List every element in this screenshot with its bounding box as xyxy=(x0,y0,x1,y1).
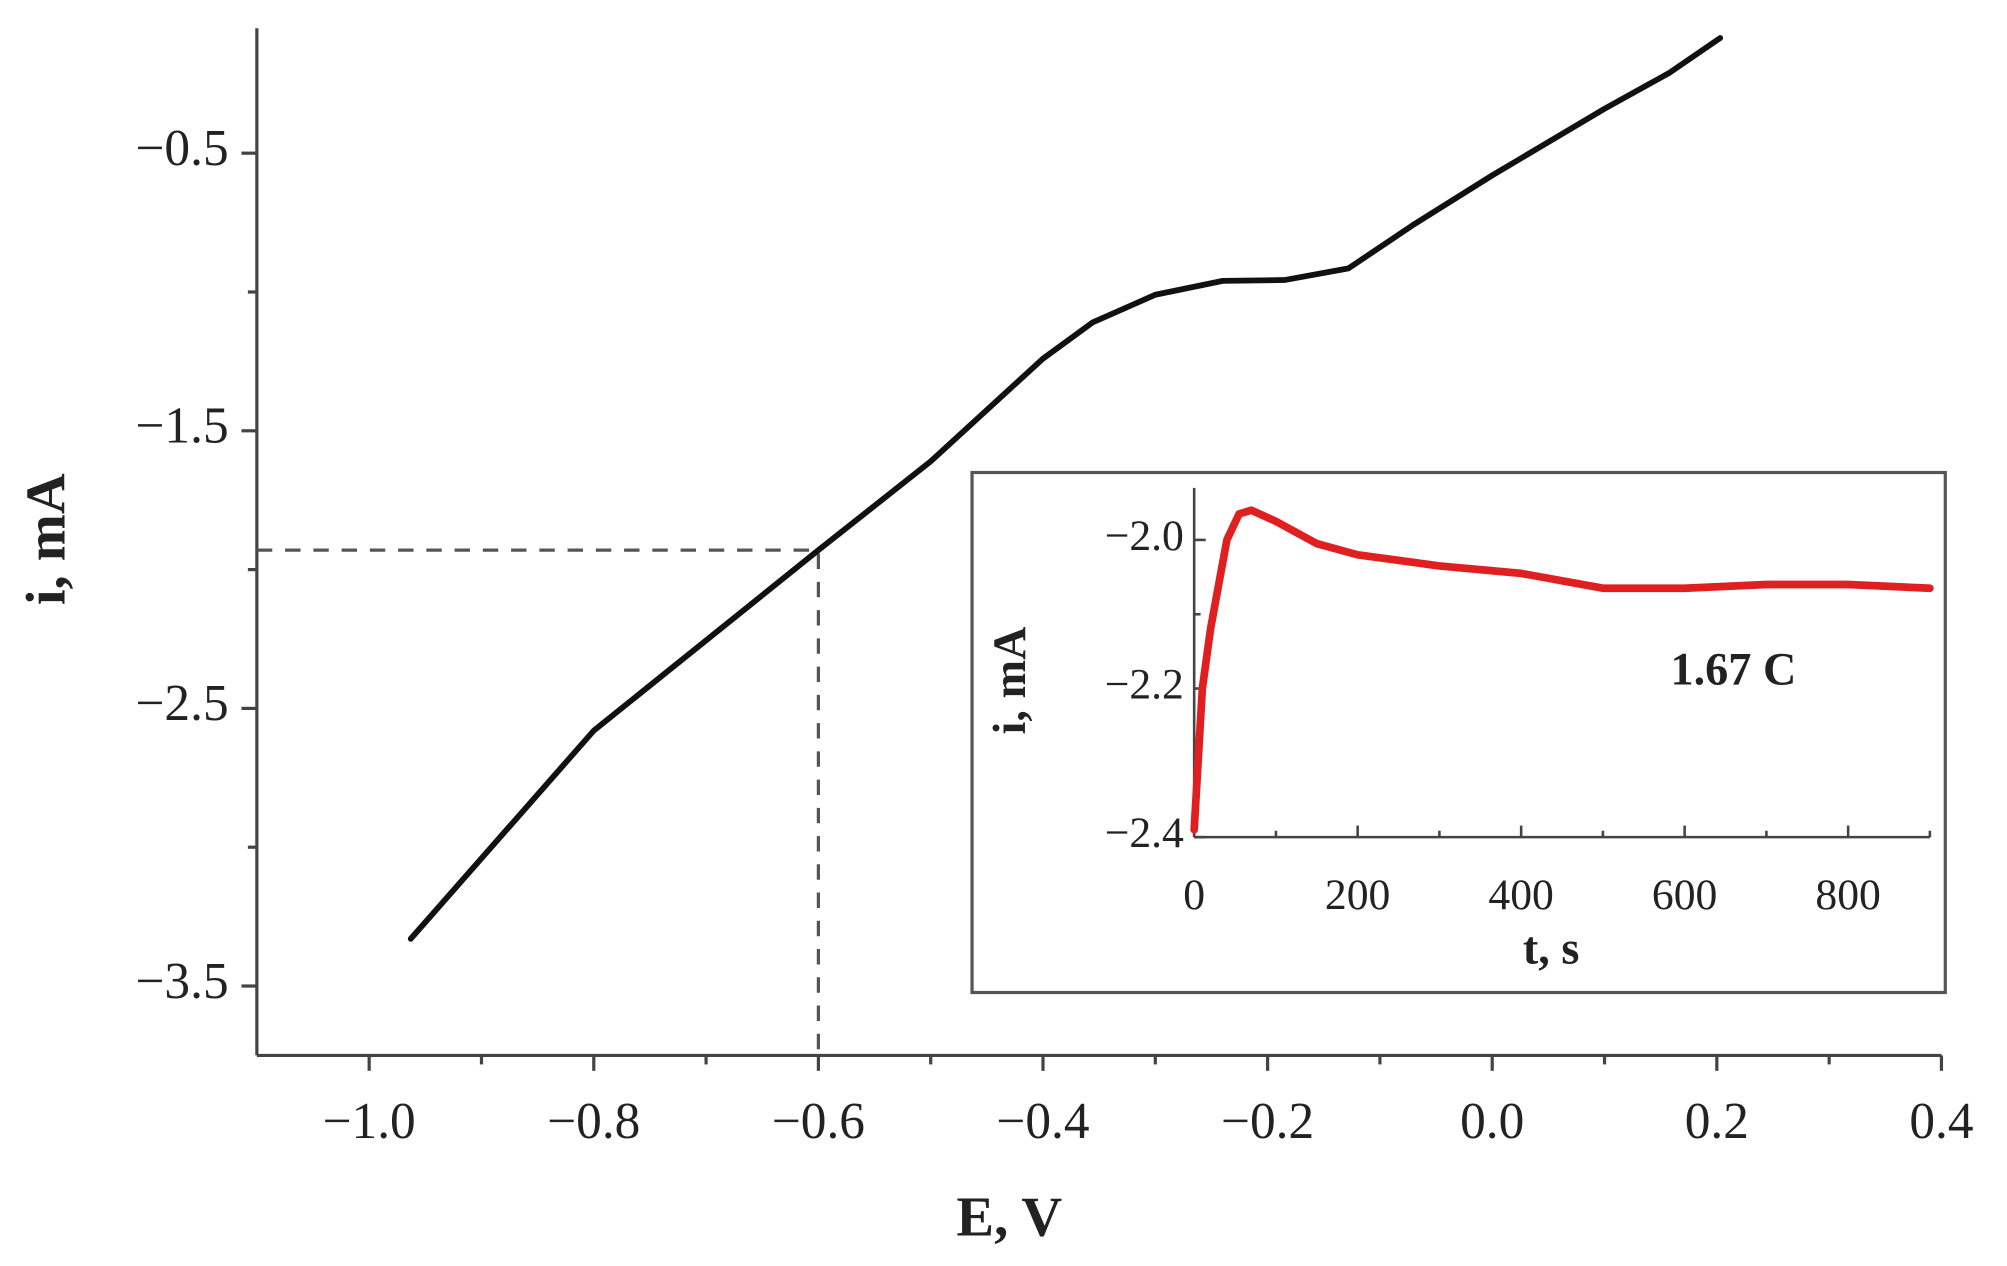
x-tick-label: −0.6 xyxy=(772,1093,865,1150)
x-tick-label: 800 xyxy=(1815,871,1880,919)
y-tick-label: −2.0 xyxy=(1105,512,1184,560)
x-tick-label: −0.2 xyxy=(1221,1093,1314,1150)
y-tick-label: −0.5 xyxy=(135,120,228,177)
y-tick-label: −2.2 xyxy=(1105,661,1184,709)
annotation: 1.67 C xyxy=(1671,644,1797,695)
y-tick-label: −1.5 xyxy=(135,398,228,455)
x-tick-label: 0 xyxy=(1183,871,1205,919)
x-tick-label: −0.4 xyxy=(996,1093,1089,1150)
x-tick-label: −1.0 xyxy=(323,1093,416,1150)
x-tick-label: 0.0 xyxy=(1460,1093,1524,1150)
data-line xyxy=(407,35,1724,942)
x-tick-label: 600 xyxy=(1652,871,1717,919)
y-axis-label: i, mA xyxy=(15,473,77,605)
x-axis-label: E, V xyxy=(956,1186,1062,1248)
x-tick-label: 400 xyxy=(1488,871,1553,919)
data-line xyxy=(1190,506,1934,834)
y-tick-label: −3.5 xyxy=(135,953,228,1010)
inset-frame xyxy=(970,470,1947,995)
x-tick-label: 200 xyxy=(1325,871,1390,919)
y-tick-label: −2.5 xyxy=(135,675,228,732)
x-axis-label: t, s xyxy=(1523,922,1580,973)
y-axis-label: i, mA xyxy=(984,626,1035,734)
x-tick-label: 0.4 xyxy=(1909,1093,1973,1150)
y-tick-label: −2.4 xyxy=(1105,809,1184,857)
x-tick-label: 0.2 xyxy=(1685,1093,1749,1150)
guide-line xyxy=(256,548,820,1056)
x-tick-label: −0.8 xyxy=(547,1093,640,1150)
